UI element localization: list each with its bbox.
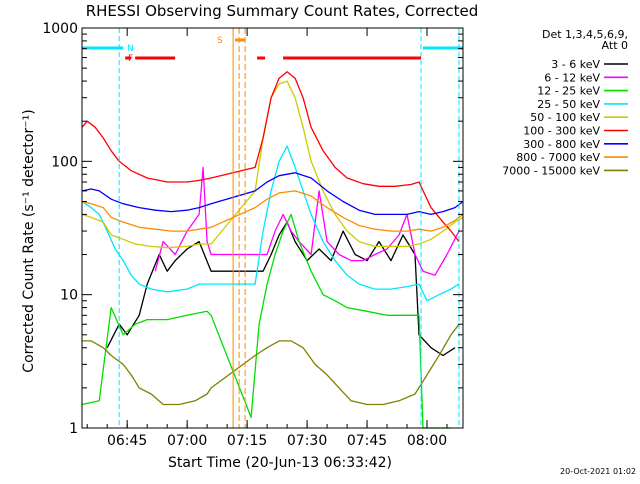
- timestamp: 20-Oct-2021 01:02: [560, 467, 636, 476]
- series-line-4: [81, 80, 464, 249]
- plot-frame: [81, 27, 464, 429]
- legend-label-8: 7000 - 15000 keV: [502, 164, 600, 177]
- chart-title: RHESSI Observing Summary Count Rates, Co…: [86, 2, 479, 20]
- flag-bars: NF S: [82, 36, 463, 64]
- x-tick-label-2: 07:15: [227, 433, 267, 449]
- y-axis-ticks: 1 10 100 1000: [42, 21, 463, 437]
- flag-s-label: S: [217, 36, 223, 46]
- x-tick-label-3: 07:30: [287, 433, 327, 449]
- y-axis-label: Corrected Count Rate (s⁻¹ detector⁻¹): [21, 109, 37, 372]
- x-tick-label-5: 08:00: [407, 433, 447, 449]
- flag-f-label: F: [128, 54, 133, 64]
- vertical-markers: [118, 28, 460, 428]
- x-axis-label: Start Time (20-Jun-13 06:33:42): [168, 455, 392, 471]
- y-tick-label-1: 10: [60, 288, 78, 304]
- legend-label-6: 300 - 800 keV: [523, 138, 600, 151]
- legend-header-0: Det 1,3,4,5,6,9,: [542, 28, 628, 41]
- series-line-6: [81, 172, 464, 216]
- legend-label-5: 100 - 300 keV: [523, 125, 600, 138]
- x-tick-label-4: 07:45: [347, 433, 387, 449]
- y-tick-label-2: 100: [51, 154, 78, 170]
- series-line-0: [106, 221, 456, 357]
- flag-n-label: N: [127, 44, 134, 54]
- legend-label-4: 50 - 100 keV: [530, 111, 600, 124]
- legend-label-2: 12 - 25 keV: [537, 85, 600, 98]
- legend-label-1: 6 - 12 keV: [544, 71, 600, 84]
- series-line-7: [81, 190, 464, 232]
- x-axis-ticks: 06:45 07:00 07:15 07:30 07:45 08:00: [86, 28, 448, 449]
- legend-label-7: 800 - 7000 keV: [516, 151, 600, 164]
- x-tick-label-1: 07:00: [167, 433, 207, 449]
- series-line-3: [81, 145, 460, 302]
- legend-header-1: Att 0: [602, 39, 628, 52]
- series-line-5: [81, 71, 460, 242]
- series-line-2: [81, 213, 451, 429]
- series-line-8: [82, 323, 460, 406]
- legend-label-0: 3 - 6 keV: [551, 58, 600, 71]
- series-lines: [81, 71, 464, 429]
- legend-label-3: 25 - 50 keV: [537, 98, 600, 111]
- y-tick-label-3: 1000: [42, 21, 78, 37]
- x-tick-label-0: 06:45: [107, 433, 147, 449]
- y-tick-label-0: 1: [69, 421, 78, 437]
